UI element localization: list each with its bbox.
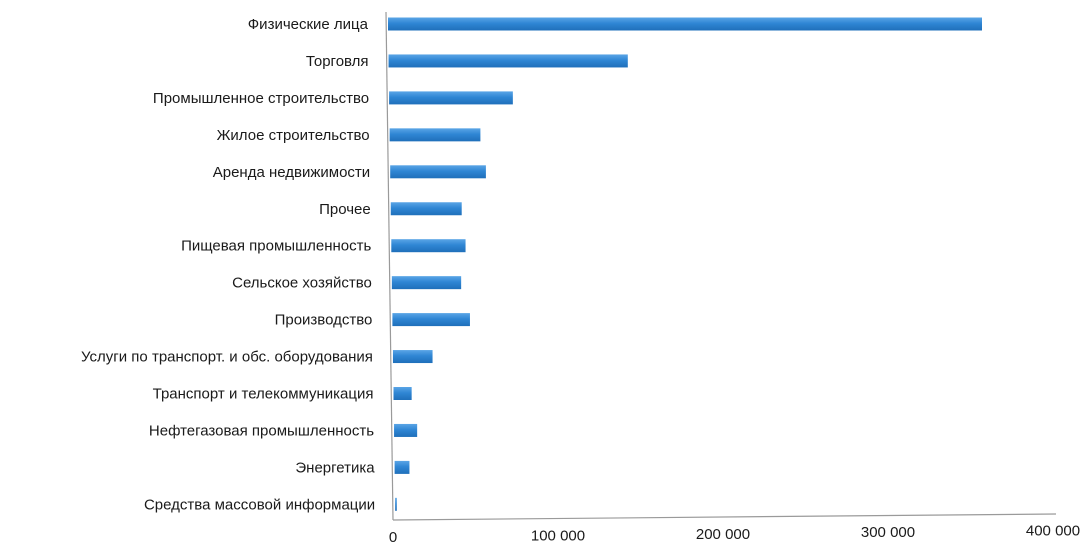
category-label-9: Услуги по транспорт. и обс. оборудования xyxy=(81,349,373,366)
bar-12 xyxy=(394,460,410,474)
x-tick-label-4: 400 000 xyxy=(1026,523,1080,540)
bar-5 xyxy=(390,202,462,216)
category-label-7: Сельское хозяйство xyxy=(232,275,372,292)
bars xyxy=(388,17,982,511)
x-tick-label-2: 200 000 xyxy=(696,526,750,543)
category-label-3: Жилое строительство xyxy=(217,127,370,144)
category-label-13: Средства массовой информации xyxy=(144,496,375,513)
category-label-0: Физические лица xyxy=(248,16,369,33)
x-tick-labels: 0 100 000 200 000 300 000 400 000 xyxy=(389,523,1080,546)
bar-4 xyxy=(390,165,486,179)
bar-1 xyxy=(388,54,628,68)
category-label-8: Производство xyxy=(275,312,373,329)
bar-9 xyxy=(392,350,433,364)
category-label-10: Транспорт и телекоммуникация xyxy=(153,386,374,403)
x-tick-label-0: 0 xyxy=(389,529,397,546)
category-label-1: Торговля xyxy=(306,53,369,70)
bar-7 xyxy=(391,276,462,290)
bar-0 xyxy=(388,17,982,31)
category-labels: Физические лица Торговля Промышленное стро… xyxy=(81,16,375,513)
x-tick-label-1: 100 000 xyxy=(531,527,585,544)
bar-8 xyxy=(392,313,470,327)
bar-2 xyxy=(389,91,513,105)
bar-3 xyxy=(389,128,481,142)
category-label-4: Аренда недвижимости xyxy=(213,164,370,181)
x-tick-label-3: 300 000 xyxy=(861,524,915,541)
bar-13 xyxy=(395,497,397,511)
bar-11 xyxy=(394,423,418,437)
bar-6 xyxy=(391,239,466,253)
category-label-12: Энергетика xyxy=(295,459,375,476)
y-axis-line xyxy=(385,11,394,521)
bar-10 xyxy=(393,387,412,400)
category-label-11: Нефтегазовая промышленность xyxy=(149,422,374,439)
category-label-5: Прочее xyxy=(319,201,371,218)
category-label-2: Промышленное строительство xyxy=(153,90,369,107)
category-label-6: Пищевая промышленность xyxy=(181,238,371,255)
x-axis-line xyxy=(392,513,1057,521)
